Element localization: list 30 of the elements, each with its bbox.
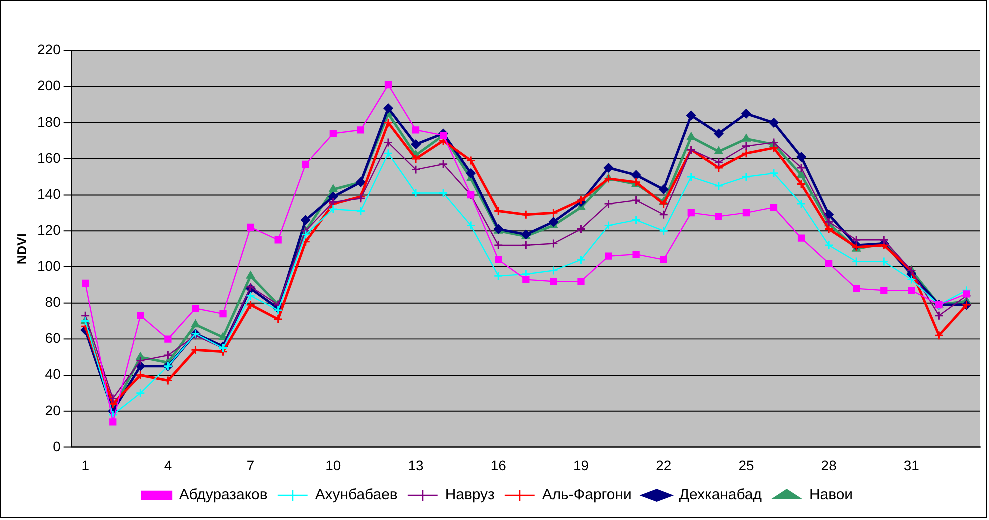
x-tick-label: 16 [490,458,507,474]
legend-label: Ахунбабаев [315,486,398,504]
y-tick-label: 40 [45,366,62,382]
legend-label: Абдуразаков [179,486,268,504]
legend-label: Дехканабад [679,486,762,504]
x-tick-label: 28 [821,458,838,474]
y-tick-label: 160 [38,150,62,166]
y-tick-label: 120 [38,222,62,238]
legend-label: Навои [809,486,854,504]
y-tick-label: 80 [45,294,62,310]
x-tick-label: 10 [326,458,342,474]
y-tick-label: 180 [38,114,62,130]
x-tick-label: 4 [164,458,172,474]
y-tick-label: 0 [53,438,62,454]
x-tick-label: 1 [82,458,90,474]
x-tick-label: 13 [408,458,424,474]
y-tick-label: 20 [45,402,62,418]
x-tick-label: 31 [904,458,920,474]
legend-label: Аль-Фаргони [542,486,632,504]
legend-label: Навруз [445,486,496,504]
y-axis-title: NDVI [14,234,30,265]
x-tick-label: 22 [656,458,672,474]
y-tick-label: 220 [38,42,62,58]
x-tick-label: 25 [738,458,754,474]
y-tick-label: 140 [38,186,62,202]
x-tick-label: 7 [246,458,255,474]
y-tick-label: 200 [38,78,62,94]
x-tick-label: 19 [573,458,590,474]
y-tick-label: 60 [45,330,62,346]
y-tick-label: 100 [38,258,62,274]
